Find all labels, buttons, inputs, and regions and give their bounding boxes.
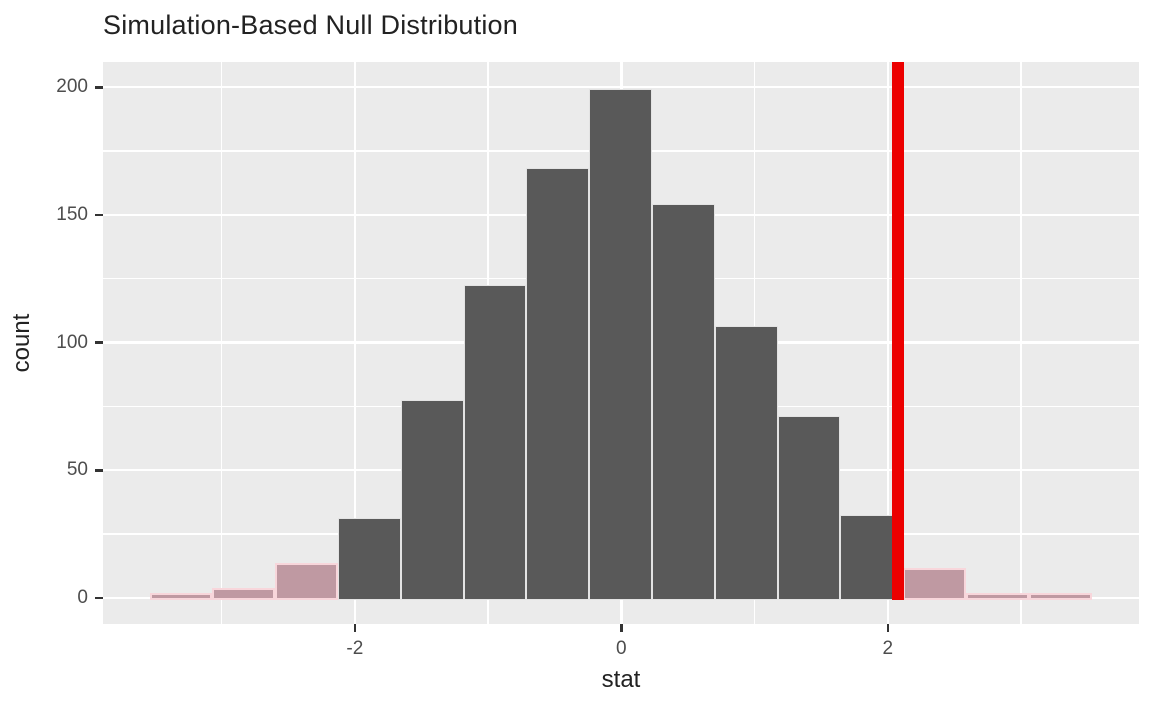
histogram-bar bbox=[714, 326, 778, 600]
shaded-pvalue-bar bbox=[903, 567, 967, 600]
y-tick-mark bbox=[95, 213, 103, 217]
y-tick-label: 0 bbox=[77, 586, 88, 608]
y-tick-mark bbox=[95, 596, 103, 600]
shaded-pvalue-bar bbox=[212, 588, 276, 600]
x-axis-title: stat bbox=[601, 666, 641, 693]
y-tick-mark bbox=[95, 86, 103, 89]
x-tick-label: 2 bbox=[882, 638, 894, 659]
shaded-pvalue-bar bbox=[275, 562, 339, 600]
shaded-pvalue-bar bbox=[1028, 593, 1092, 600]
y-tick-mark bbox=[95, 341, 103, 344]
histogram-bar bbox=[463, 285, 527, 600]
y-tick-mark bbox=[95, 469, 103, 472]
histogram-bar bbox=[400, 400, 464, 600]
y-tick-label: 150 bbox=[56, 203, 88, 225]
y-tick-label: 200 bbox=[56, 76, 88, 98]
x-tick-mark bbox=[886, 624, 890, 632]
x-tick-mark bbox=[620, 624, 623, 632]
y-tick-label: 100 bbox=[56, 331, 88, 353]
grid-major-horizontal bbox=[103, 86, 1139, 89]
histogram-bar bbox=[338, 517, 401, 600]
shaded-pvalue-bar bbox=[966, 593, 1029, 600]
histogram-bar bbox=[652, 203, 715, 600]
observed-stat-line bbox=[892, 61, 905, 600]
x-tick-label: -2 bbox=[346, 638, 364, 659]
histogram-bar bbox=[526, 167, 590, 600]
histogram-bar bbox=[589, 88, 653, 600]
x-tick-label: 0 bbox=[616, 638, 627, 659]
plot-title: Simulation-Based Null Distribution bbox=[103, 10, 518, 40]
x-tick-mark bbox=[353, 624, 357, 632]
shaded-pvalue-bar bbox=[149, 593, 213, 600]
y-tick-label: 50 bbox=[66, 459, 88, 481]
histogram-bar bbox=[777, 415, 841, 600]
